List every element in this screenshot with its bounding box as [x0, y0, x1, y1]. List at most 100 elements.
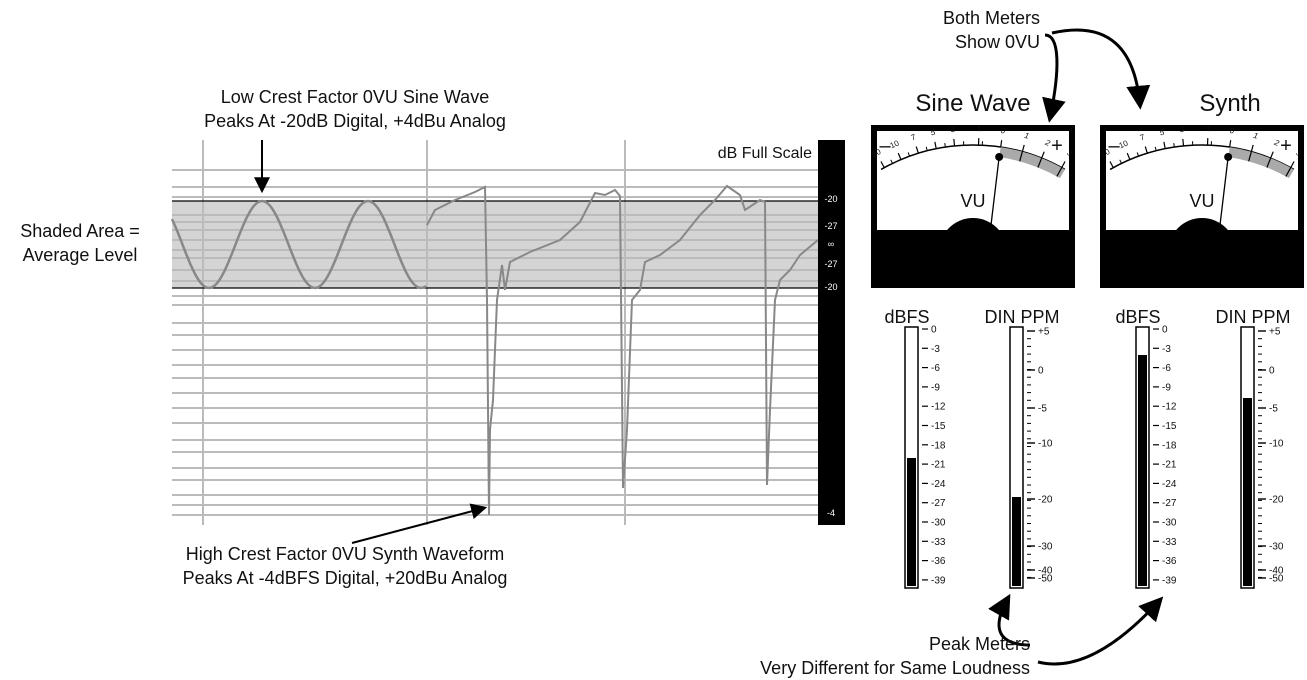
vu-minus: –: [879, 135, 891, 157]
meter-title: DIN PPM: [984, 307, 1059, 327]
scale-bar: [818, 140, 845, 525]
meter-scale-label: -30: [1269, 542, 1284, 553]
meter-scale-label: -9: [1162, 382, 1171, 393]
vu-label: VU: [1189, 191, 1214, 211]
waveform-panel: [170, 140, 819, 525]
sine-wave: [170, 199, 427, 290]
meter-scale-label: -9: [931, 382, 940, 393]
arrow: [1051, 28, 1151, 110]
vu-tick: [915, 146, 919, 154]
vu-hub: [939, 218, 1007, 286]
meter-scale-label: -33: [931, 537, 946, 548]
vu-scale-label: 0: [1229, 126, 1235, 136]
vu-label: VU: [960, 191, 985, 211]
meter-scale-label: 0: [931, 325, 937, 336]
meter-scale-label: +5: [1038, 327, 1050, 338]
meter-title: Synth: [1199, 90, 1260, 117]
vu-scale-label: 2: [1043, 137, 1052, 148]
meter-scale-label: -50: [1269, 574, 1284, 585]
scale-label: ∞: [828, 239, 834, 249]
meter-scale-label: 0: [1269, 366, 1275, 377]
vu-scale-label: 3: [1179, 125, 1185, 134]
meter-scale-label: -33: [1162, 537, 1177, 548]
meter-scale-label: -10: [1038, 439, 1053, 450]
vu-scale-label: 1: [977, 124, 982, 133]
vu-scale-label: 3: [1294, 148, 1303, 158]
meter-scale-label: -12: [1162, 402, 1177, 413]
meter-level: [1012, 497, 1021, 586]
vu-tick: [1019, 144, 1025, 162]
vu-minus: –: [1108, 135, 1120, 157]
scale-label: -20: [824, 194, 837, 204]
annotation: Average Level: [23, 245, 138, 265]
vu-tick: [1248, 144, 1254, 162]
meter-scale-label: -20: [1038, 495, 1053, 506]
meter-scale-label: -10: [1269, 439, 1284, 450]
vu-tick: [1056, 161, 1066, 177]
vu-plus: +: [1051, 135, 1063, 157]
meter-scale-label: 0: [1038, 366, 1044, 377]
vu-scale-label: 2: [1272, 137, 1281, 148]
arrow: [351, 503, 488, 544]
vu-needle-tip: [1224, 152, 1233, 161]
meter-scale-label: -18: [1162, 440, 1177, 451]
meter-title: dBFS: [1115, 307, 1160, 327]
meter-scale-label: -40: [1269, 566, 1284, 577]
meter-scale-label: -39: [931, 575, 946, 586]
vu-scale-label: 1: [1252, 131, 1259, 141]
vu-tick: [880, 161, 885, 168]
vu-minor-tick: [944, 143, 946, 148]
vu-scale-label: 7: [910, 132, 917, 142]
scale-label: -27: [824, 259, 837, 269]
annotation: High Crest Factor 0VU Synth Waveform: [186, 544, 504, 564]
vu-minor-tick: [925, 146, 928, 151]
vu-tick: [1037, 151, 1045, 168]
meter-scale-label: -21: [1162, 460, 1177, 471]
vu-scale-label: 10: [889, 138, 901, 150]
meter-scale-label: -15: [931, 421, 946, 432]
vu-face: [1106, 131, 1298, 230]
vu-minor-tick: [1136, 152, 1140, 157]
vu-tick: [1144, 146, 1148, 154]
meter-level: [907, 458, 916, 586]
vu-needle: [1219, 156, 1229, 226]
annotation: Shaded Area =: [20, 221, 140, 241]
vu-plus: +: [1280, 135, 1292, 157]
vu-tick: [1229, 140, 1232, 148]
meter-scale-label: -6: [1162, 363, 1171, 374]
vu-tick: [1285, 161, 1295, 177]
vu-tick: [934, 141, 937, 149]
meter-scale-label: -3: [931, 344, 940, 355]
meter-scale-label: -5: [1269, 404, 1278, 415]
annotation: Low Crest Factor 0VU Sine Wave: [221, 87, 489, 107]
vu-needle-tip: [995, 152, 1004, 161]
meter-scale-label: -5: [1038, 404, 1047, 415]
vu-minor-tick: [890, 159, 893, 164]
meter-scale-label: +5: [1269, 327, 1281, 338]
vu-scale-label: 3: [1065, 148, 1074, 158]
meter-title: Sine Wave: [915, 90, 1030, 117]
vu-scale-label: 10: [1118, 138, 1130, 150]
meter-scale-label: -30: [931, 518, 946, 529]
vu-face: [877, 131, 1069, 230]
vu-tick: [1126, 152, 1131, 160]
meter-scale-label: -18: [931, 440, 946, 451]
meter-scale-label: -39: [1162, 575, 1177, 586]
meter-scale-label: 0: [1162, 325, 1168, 336]
meter-scale-label: -30: [1162, 518, 1177, 529]
meter-scale-label: -21: [931, 460, 946, 471]
scale-title: dB Full Scale: [718, 145, 812, 162]
arrow: [1037, 596, 1164, 666]
vu-minor-tick: [907, 152, 911, 157]
meter-scale-label: -30: [1038, 542, 1053, 553]
meter-scale-label: -24: [1162, 479, 1177, 490]
vu-minor-tick: [1154, 146, 1157, 151]
vu-scale-label: 5: [1159, 128, 1166, 138]
meter-scale-label: -27: [1162, 498, 1177, 509]
meter-scale-label: -15: [1162, 421, 1177, 432]
vu-needle: [990, 156, 1000, 226]
meter-scale-label: -3: [1162, 344, 1171, 355]
meter-scale-label: -24: [931, 479, 946, 490]
meter-title: DIN PPM: [1215, 307, 1290, 327]
